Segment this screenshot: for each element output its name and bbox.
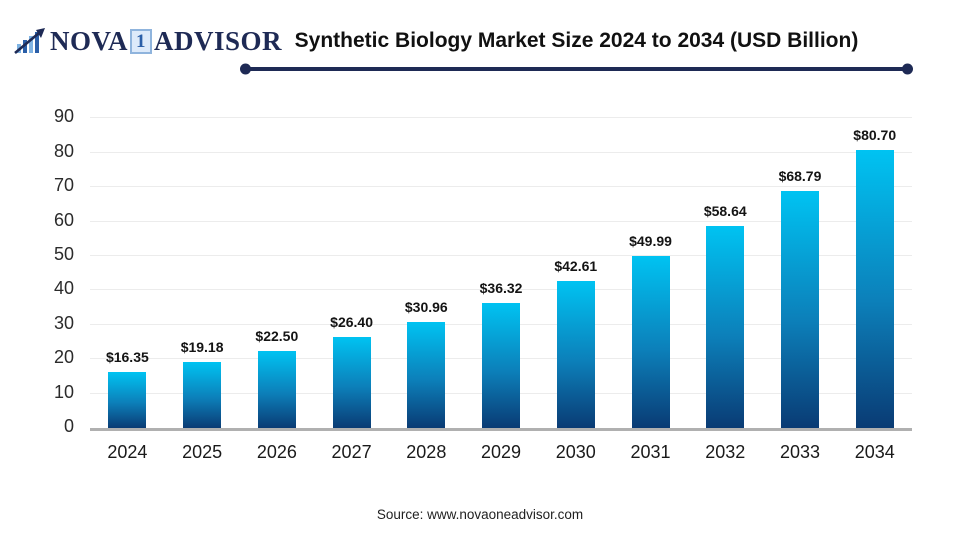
- bar-group: $22.50: [239, 121, 314, 429]
- bar: [183, 362, 222, 429]
- gridline: [90, 289, 912, 291]
- bar: [257, 350, 296, 429]
- bars-container: $16.35 $19.18 $22.50 $26.40 $30.96 $36.32 $42.…: [90, 121, 912, 429]
- y-axis-label: 20: [53, 347, 74, 368]
- x-axis-label: 2033: [779, 442, 820, 463]
- bar-value-label: $16.35: [105, 348, 149, 365]
- bar: [855, 150, 894, 429]
- bar-chart: $16.35 $19.18 $22.50 $26.40 $30.96 $36.32 $42.…: [54, 106, 912, 463]
- gridline: [90, 255, 912, 257]
- bar: [631, 256, 670, 429]
- y-axis-label: 40: [53, 278, 74, 299]
- bar: [108, 371, 147, 429]
- x-axis-label: 2031: [630, 442, 671, 463]
- y-axis-label: 90: [53, 106, 74, 127]
- bar-group: $80.70: [837, 121, 912, 429]
- bar-group: $68.79: [763, 121, 838, 429]
- y-axis-label: 50: [53, 244, 74, 265]
- y-axis-label: 80: [53, 140, 74, 161]
- footer: Source: www.novaoneadvisor.com: [0, 506, 960, 524]
- chart-title: Synthetic Biology Market Size 2024 to 20…: [294, 29, 859, 52]
- bar-value-label: $49.99: [629, 233, 672, 250]
- bar: [332, 337, 371, 429]
- x-axis-label: 2032: [705, 442, 746, 463]
- bar-value-label: $68.79: [778, 168, 822, 185]
- bar-group: $26.40: [314, 121, 389, 429]
- brand-wordmark: NOVA 1 ADVISOR: [50, 26, 282, 57]
- gridline: [90, 186, 912, 188]
- bar-group: $58.64: [688, 121, 763, 429]
- bar-group: $30.96: [389, 121, 464, 429]
- brand-advisor: ADVISOR: [154, 26, 283, 56]
- x-axis: 2024 2025 2026 2027 2028 2029 2030 2031 2032 2033…: [90, 442, 912, 463]
- y-axis-label: 0: [63, 416, 74, 437]
- y-axis-label: 60: [53, 209, 74, 230]
- bar: [482, 303, 521, 429]
- title-block: Synthetic Biology Market Size 2024 to 20…: [240, 26, 913, 75]
- bar: [706, 226, 745, 429]
- divider-right-dot: [902, 63, 913, 75]
- gridline: [90, 220, 912, 222]
- bar-group: $36.32: [464, 121, 539, 429]
- y-axis-label: 30: [53, 312, 74, 333]
- x-axis-label: 2027: [331, 442, 372, 463]
- brand-nova: NOVA: [50, 26, 129, 56]
- x-axis-label: 2030: [555, 442, 596, 463]
- y-axis-label: 10: [53, 381, 74, 402]
- bar-value-label: $58.64: [703, 203, 747, 220]
- brand-logo: NOVA 1 ADVISOR: [14, 26, 282, 57]
- plot-area: $16.35 $19.18 $22.50 $26.40 $30.96 $36.32 $42.…: [54, 106, 912, 436]
- bar-value-label: $36.32: [479, 280, 523, 297]
- title-divider: [240, 63, 913, 75]
- bar-group: $16.35: [90, 121, 165, 429]
- y-axis-label: 70: [53, 175, 74, 196]
- bar-value-label: $42.61: [554, 258, 598, 275]
- brand-one-badge: 1: [130, 29, 153, 54]
- bar-value-label: $19.18: [180, 339, 224, 356]
- gridline: [90, 151, 912, 153]
- x-axis-label: 2025: [182, 442, 223, 463]
- bar-value-label: $30.96: [404, 298, 448, 315]
- x-axis-label: 2029: [481, 442, 522, 463]
- bar: [780, 191, 819, 429]
- bar-group: $19.18: [165, 121, 240, 429]
- gridline: [90, 117, 912, 119]
- x-axis-label: 2024: [107, 442, 148, 463]
- bar-value-label: $80.70: [853, 127, 897, 144]
- bar-value-label: $22.50: [255, 327, 299, 344]
- x-axis-label: 2026: [256, 442, 297, 463]
- bar-chart-growth-icon: [14, 27, 45, 54]
- bar: [556, 281, 595, 429]
- bar-group: $42.61: [538, 121, 613, 429]
- bar-group: $49.99: [613, 121, 688, 429]
- source-text: Source: www.novaoneadvisor.com: [376, 507, 584, 522]
- divider-left-dot: [240, 63, 251, 75]
- bar: [407, 321, 446, 429]
- bar-value-label: $26.40: [330, 314, 373, 331]
- x-axis-label: 2034: [854, 442, 895, 463]
- x-axis-label: 2028: [406, 442, 447, 463]
- header: NOVA 1 ADVISOR Synthetic Biology Market Si…: [0, 0, 960, 75]
